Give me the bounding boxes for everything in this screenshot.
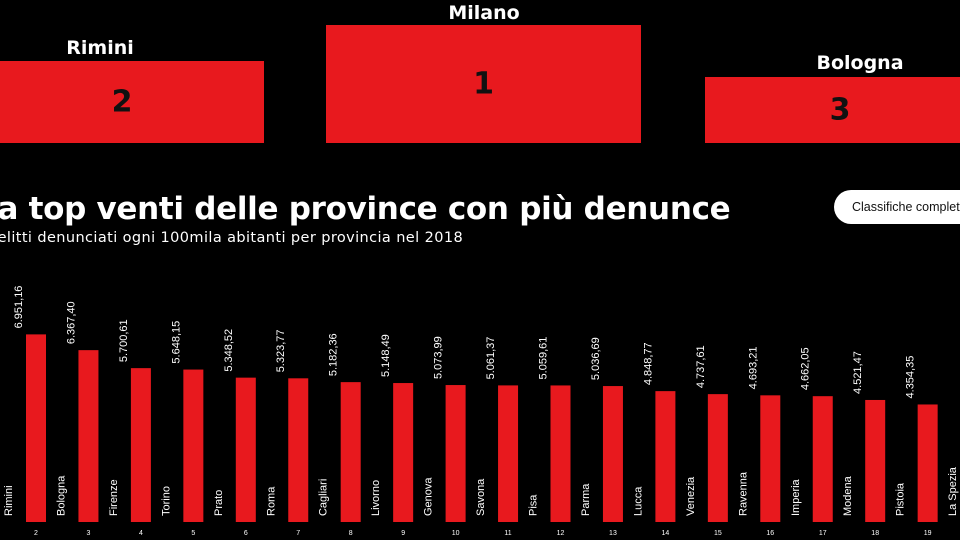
bar	[130, 368, 151, 522]
category-label: Torino	[160, 486, 172, 516]
bar	[707, 394, 728, 522]
category-label: Rimini	[3, 485, 15, 516]
value-label: 5.182,36	[328, 333, 340, 376]
position-label: 7	[296, 530, 300, 537]
bar	[655, 391, 676, 522]
bar	[393, 383, 414, 522]
bar	[550, 385, 571, 522]
category-label: Lucca	[632, 486, 644, 516]
value-label: 5.059,61	[538, 337, 550, 380]
position-label: 11	[504, 530, 511, 537]
value-label: 5.348,52	[223, 329, 235, 372]
category-label: Firenze	[108, 479, 120, 516]
position-label: 9	[401, 530, 405, 537]
position-label: 15	[714, 530, 722, 537]
category-label: La Spezia	[947, 466, 959, 516]
bar	[340, 382, 361, 522]
bar	[498, 385, 519, 522]
position-label: 18	[871, 530, 879, 537]
category-label: Modena	[842, 475, 854, 516]
bar	[760, 395, 781, 522]
bar	[26, 334, 46, 522]
bar	[235, 377, 256, 522]
category-label: Pisa	[528, 494, 540, 516]
podium-1: 1	[326, 25, 641, 143]
chart-title: La top venti delle province con più denu…	[0, 191, 731, 227]
podium-rank: 1	[473, 66, 494, 102]
value-label: 5.700,61	[118, 319, 130, 362]
position-label: 2	[34, 530, 38, 537]
category-label: Cagliari	[318, 479, 330, 516]
position-label: 3	[86, 530, 90, 537]
position-label: 10	[452, 530, 460, 537]
value-label: 5.061,37	[485, 337, 497, 380]
value-label: 4.737,61	[695, 345, 707, 388]
bar	[78, 350, 99, 522]
category-label: Savona	[475, 478, 487, 516]
category-label: Genova	[423, 477, 435, 516]
podium-3: 3	[705, 77, 960, 143]
bar	[865, 399, 886, 522]
podium-2: 2	[0, 61, 264, 143]
podium-rank: 2	[111, 84, 133, 120]
value-label: 4.662,05	[800, 347, 812, 390]
position-label: 5	[191, 530, 195, 537]
category-label: Bologna	[55, 475, 67, 516]
position-label: 17	[819, 530, 827, 537]
position-label: 16	[766, 530, 774, 537]
value-label: 6.951,16	[13, 286, 25, 329]
podium-name: Bologna	[816, 52, 904, 74]
position-label: 12	[557, 530, 565, 537]
value-label: 5.148,49	[380, 334, 392, 377]
value-label: 4.521,47	[852, 351, 864, 394]
bar	[812, 396, 833, 522]
category-label: Ravenna	[737, 471, 749, 516]
full-rankings-button[interactable]: Classifiche complete	[834, 190, 960, 224]
value-label: 5.036,69	[590, 337, 602, 380]
podium-name: Milano	[448, 2, 520, 24]
value-label: 4.848,77	[642, 342, 654, 385]
position-label: 19	[924, 530, 932, 537]
bar	[917, 404, 938, 522]
category-label: Pistoia	[895, 482, 907, 516]
category-label: Livorno	[370, 480, 382, 516]
category-label: Parma	[580, 483, 592, 516]
podium-name: Rimini	[66, 37, 134, 59]
value-label: 5.323,77	[275, 329, 287, 372]
category-label: Venezia	[685, 476, 697, 516]
category-label: Roma	[265, 486, 277, 516]
position-label: 8	[349, 530, 353, 537]
bar	[183, 369, 204, 522]
position-label: 4	[139, 530, 143, 537]
value-label: 6.367,40	[65, 301, 77, 344]
podium-rank: 3	[829, 92, 851, 128]
chart-subtitle: Delitti denunciati ogni 100mila abitanti…	[0, 230, 464, 246]
bar	[288, 378, 309, 522]
value-label: 4.354,35	[905, 356, 917, 399]
value-label: 5.648,15	[170, 321, 182, 364]
position-label: 14	[662, 530, 670, 537]
bar	[445, 385, 466, 522]
value-label: 4.693,21	[747, 347, 759, 390]
bar	[602, 386, 623, 522]
category-label: Prato	[213, 490, 225, 516]
position-label: 13	[609, 530, 617, 537]
value-label: 5.073,99	[433, 336, 445, 379]
category-label: Imperia	[790, 478, 802, 516]
position-label: 6	[244, 530, 248, 537]
